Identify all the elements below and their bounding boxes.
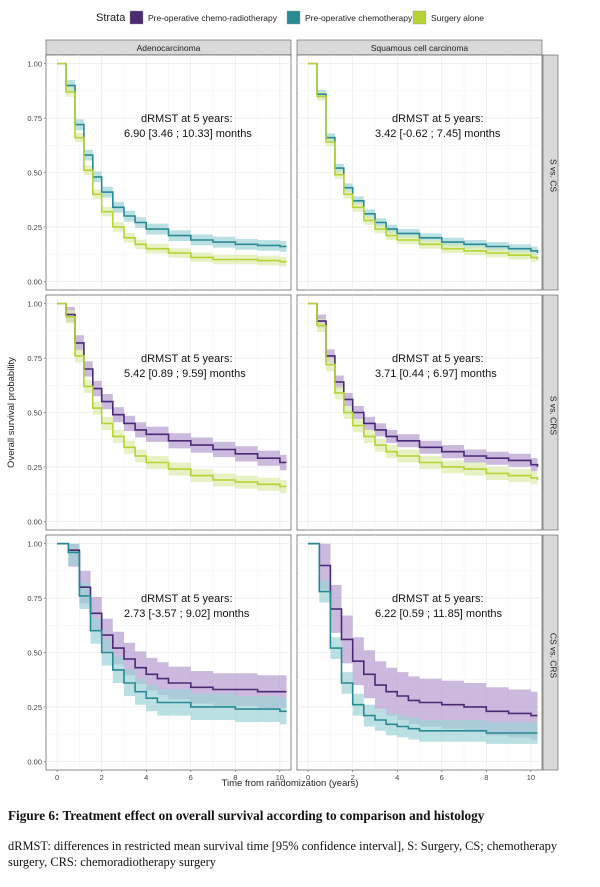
ci-band-crs: [308, 543, 538, 740]
drmst-annotation-value: 5.42 [0.89 ; 9.59] months: [124, 368, 246, 380]
panel-1: dRMST at 5 years: 3.42 [-0.62 ; 7.45] mon…: [296, 54, 543, 291]
legend: Strata Pre-operative chemo-radiotherapy …: [96, 10, 484, 25]
y-tick-label: 0.50: [27, 169, 42, 178]
panel-4: dRMST at 5 years: 2.73 [-3.57 ; 9.02] mon…: [27, 534, 292, 782]
survival-curve-s: [308, 62, 539, 260]
panel-3: dRMST at 5 years: 3.71 [0.44 ; 6.97] mont…: [296, 294, 543, 531]
row-strip-label-2: CS vs. CRS: [549, 633, 559, 679]
x-tick-label: 4: [395, 773, 399, 782]
drmst-annotation-title: dRMST at 5 years:: [141, 353, 233, 365]
survival-curve-crs: [57, 542, 287, 693]
y-tick-label: 0.25: [27, 223, 42, 232]
y-tick-label: 0.75: [27, 114, 42, 123]
y-tick-label: 0.25: [27, 463, 42, 472]
y-tick-label: 0.50: [27, 649, 42, 658]
survival-curve-crs: [308, 542, 538, 717]
drmst-annotation-value: 3.71 [0.44 ; 6.97] months: [375, 368, 497, 380]
row-strip-2: [542, 534, 559, 771]
panel-0: dRMST at 5 years: 6.90 [3.46 ; 10.33] mon…: [27, 54, 292, 291]
figure-caption-title: Figure 6: Treatment effect on overall su…: [8, 808, 485, 823]
ci-band-cs: [57, 543, 287, 725]
y-axis-title: Overall survival probability: [6, 357, 17, 468]
legend-label-cs: Pre-operative chemotherapy: [305, 13, 413, 23]
x-tick-label: 8: [233, 773, 237, 782]
ci-band-cs: [308, 543, 538, 744]
y-tick-label: 1.00: [27, 540, 42, 549]
drmst-annotation-title: dRMST at 5 years:: [392, 353, 484, 365]
drmst-annotation-value: 6.22 [0.59 ; 11.85] months: [375, 608, 502, 620]
y-tick-label: 0.00: [27, 517, 42, 526]
drmst-annotation-value: 6.90 [3.46 ; 10.33] months: [124, 128, 252, 140]
row-strip-1: [542, 294, 559, 531]
x-tick-label: 2: [100, 773, 104, 782]
y-tick-label: 1.00: [27, 300, 42, 309]
facet-strip-label-1: Squamous cell carcinoma: [371, 43, 469, 53]
x-tick-label: 10: [527, 773, 535, 782]
drmst-annotation-value: 3.42 [-0.62 ; 7.45] months: [375, 128, 501, 140]
survival-curve-cs: [308, 542, 538, 734]
x-tick-label: 0: [55, 773, 59, 782]
legend-swatch-crs: [129, 10, 144, 25]
x-tick-label: 8: [484, 773, 488, 782]
panel-5: dRMST at 5 years: 6.22 [0.59 ; 11.85] mon…: [296, 534, 543, 782]
drmst-annotation-title: dRMST at 5 years:: [141, 113, 233, 125]
figure-caption-body: dRMST: differences in restricted mean su…: [8, 839, 558, 869]
row-strip-label-0: S vs. CS: [549, 159, 559, 192]
legend-swatch-s: [412, 10, 427, 25]
y-tick-label: 1.00: [27, 60, 42, 69]
y-tick-label: 0.25: [27, 703, 42, 712]
x-tick-label: 6: [189, 773, 193, 782]
ci-band-cs: [57, 63, 287, 252]
facet-grid: Adenocarcinoma Squamous cell carcinoma S v…: [6, 39, 559, 789]
row-strip-label-1: S vs. CRS: [549, 396, 559, 436]
x-tick-label: 4: [144, 773, 148, 782]
x-tick-label: 10: [276, 773, 284, 782]
legend-swatch-cs: [286, 10, 301, 25]
x-axis-title: Time from randomization (years): [222, 778, 359, 789]
x-tick-label: 2: [351, 773, 355, 782]
drmst-annotation-value: 2.73 [-3.57 ; 9.02] months: [124, 608, 250, 620]
survival-curve-cs: [57, 542, 287, 713]
y-tick-label: 0.00: [27, 757, 42, 766]
row-strip-0: [542, 54, 559, 291]
survival-curve-cs: [57, 62, 287, 248]
y-tick-label: 0.75: [27, 594, 42, 603]
survival-curve-s: [308, 302, 539, 480]
survival-figure: Strata Pre-operative chemo-radiotherapy …: [6, 10, 559, 789]
y-tick-label: 0.50: [27, 409, 42, 418]
ci-band-crs: [57, 303, 287, 471]
legend-title: Strata: [96, 12, 126, 24]
ci-band-s: [308, 303, 538, 487]
drmst-annotation-title: dRMST at 5 years:: [392, 113, 484, 125]
ci-band-crs: [308, 303, 538, 474]
survival-curve-crs: [57, 302, 287, 464]
facet-strip-label-0: Adenocarcinoma: [137, 43, 201, 53]
x-tick-label: 0: [306, 773, 310, 782]
panel-2: dRMST at 5 years: 5.42 [0.89 ; 9.59] mont…: [27, 294, 292, 531]
legend-label-crs: Pre-operative chemo-radiotherapy: [148, 13, 278, 23]
survival-curve-s: [57, 302, 287, 488]
drmst-annotation-title: dRMST at 5 years:: [392, 593, 484, 605]
legend-label-s: Surgery alone: [431, 13, 484, 23]
y-tick-label: 0.75: [27, 354, 42, 363]
survival-curve-s: [57, 62, 287, 263]
y-tick-label: 0.00: [27, 277, 42, 286]
x-tick-label: 6: [440, 773, 444, 782]
drmst-annotation-title: dRMST at 5 years:: [141, 593, 233, 605]
